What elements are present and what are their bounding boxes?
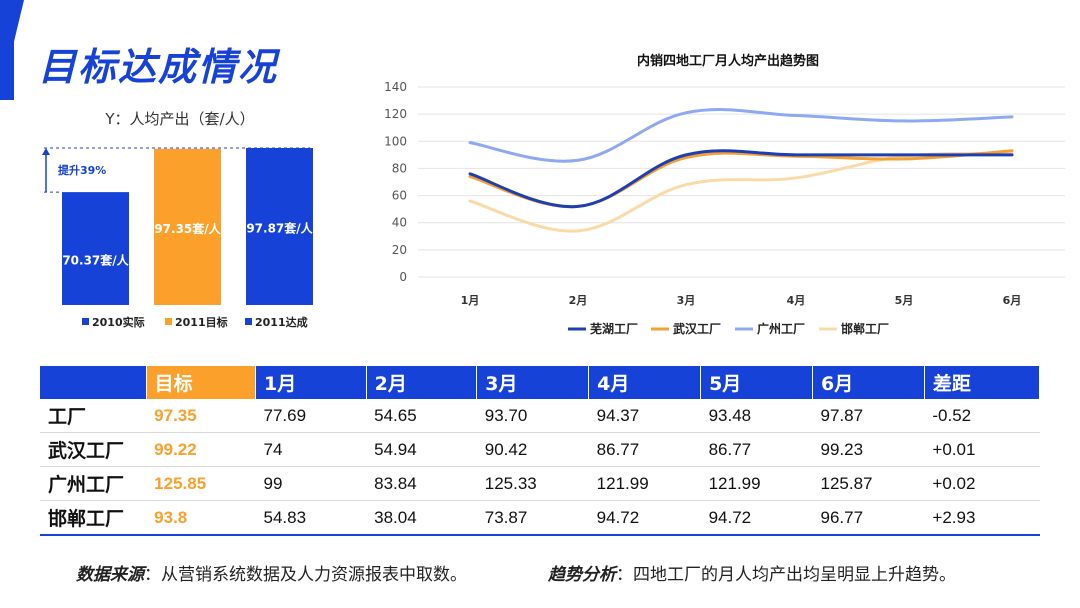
legend-swatch-2 [245, 318, 252, 325]
table-cell: 83.84 [366, 466, 477, 501]
table-header-cell: 4月 [588, 366, 702, 399]
table-cell: 86.77 [588, 432, 701, 467]
table-cell: 93.70 [476, 399, 589, 433]
table-row: 邯郸工厂 93.8 54.83 38.04 73.87 94.72 94.72 96.77 +2… [40, 500, 1040, 536]
annotation-arrow-head [42, 148, 50, 155]
table-header-cell: 2月 [366, 366, 478, 399]
table-cell: +0.01 [924, 432, 1040, 467]
y-tick-label: 40 [392, 216, 407, 230]
y-tick-label: 140 [384, 80, 407, 94]
table-cell: 97.35 [146, 399, 256, 433]
x-tick-label: 1月 [461, 294, 480, 307]
bar-chart: Y：人均产出（套/人） 70.37套/人 97.35套/人 97.87套/人 提升39%… [42, 110, 314, 329]
line-chart: 内销四地工厂月人均产出趋势图 0 20 40 60 80 100 120 140 1月 2月 3月 4月… [384, 53, 1065, 336]
table-cell: 94.37 [588, 399, 701, 433]
table-header-cell: 1月 [255, 366, 367, 399]
footer-analysis: 趋势分析：四地工厂的月人均产出均呈明显上升趋势。 [548, 560, 956, 585]
table-header-cell: 6月 [812, 366, 925, 399]
page-title: 目标达成情况 [38, 45, 279, 89]
bar-value-label: 97.35套/人 [154, 221, 221, 236]
legend-label: 2011目标 [175, 315, 228, 329]
table-cell: 38.04 [366, 500, 477, 536]
table-body: 工厂 97.35 77.69 54.65 93.70 94.37 93.48 97.87 -0.… [40, 399, 1040, 536]
table-cell: 121.99 [700, 466, 813, 501]
table-cell: 99 [255, 466, 367, 501]
table-cell: 74 [255, 432, 367, 467]
bar-chart-ylabel: Y：人均产出（套/人） [104, 110, 254, 128]
table-header-cell [40, 366, 147, 399]
table-cell: 125.87 [812, 466, 925, 501]
table-cell: 90.42 [476, 432, 589, 467]
table-header-cell: 差距 [924, 366, 1041, 399]
table-cell: 97.87 [812, 399, 925, 433]
y-tick-label: 100 [384, 134, 407, 148]
data-table: 目标 1月 2月 3月 4月 5月 6月 差距 工厂 97.35 77.69 54.65 93.70 9… [40, 366, 1041, 536]
table-cell: 54.83 [255, 500, 367, 536]
footer-analysis-text: ：四地工厂的月人均产出均呈明显上升趋势。 [616, 565, 956, 585]
bar-annotation: 提升39% [58, 163, 106, 177]
table-cell: 125.33 [476, 466, 589, 501]
table-cell: 武汉工厂 [40, 432, 147, 467]
bar-value-label: 70.37套/人 [62, 253, 129, 268]
x-tick-label: 6月 [1003, 294, 1022, 307]
table-header-row: 目标 1月 2月 3月 4月 5月 6月 差距 [40, 366, 1041, 399]
table-cell: -0.52 [924, 399, 1040, 433]
table-cell: 广州工厂 [40, 466, 147, 501]
line-legend-label: 武汉工厂 [673, 321, 721, 336]
footer-source: 数据来源：从营销系统数据及人力资源报表中取数。 [76, 560, 467, 585]
table-row: 工厂 97.35 77.69 54.65 93.70 94.37 93.48 97.87 -0.… [40, 399, 1040, 433]
line-legend-label: 芜湖工厂 [590, 321, 638, 336]
series-line-0 [468, 149, 1014, 209]
table-cell: +0.02 [924, 466, 1040, 501]
line-chart-title: 内销四地工厂月人均产出趋势图 [637, 53, 819, 69]
table-cell: 54.65 [366, 399, 477, 433]
x-tick-label: 4月 [787, 294, 806, 307]
y-tick-label: 120 [384, 107, 407, 121]
bar-value-label: 97.87套/人 [246, 221, 313, 236]
legend-label: 2010实际 [92, 315, 145, 329]
y-tick-label: 80 [392, 161, 407, 175]
title-accent-slant [0, 0, 24, 100]
table-cell: 96.77 [812, 500, 925, 536]
y-tick-label: 0 [399, 270, 407, 284]
table-cell: 93.8 [146, 500, 256, 536]
table-cell: 94.72 [588, 500, 701, 536]
bar-0 [62, 192, 129, 305]
table-cell: 73.87 [476, 500, 589, 536]
table-cell: 93.48 [700, 399, 813, 433]
footer-source-text: ：从营销系统数据及人力资源报表中取数。 [144, 565, 467, 585]
table-cell: 54.94 [366, 432, 477, 467]
table-cell: 94.72 [700, 500, 813, 536]
line-legend-label: 广州工厂 [757, 321, 805, 336]
legend-swatch-0 [82, 318, 89, 325]
footer-source-key: 数据来源 [76, 565, 144, 585]
bar-2 [246, 148, 313, 305]
table-cell: 86.77 [700, 432, 813, 467]
table-header-cell: 目标 [146, 366, 256, 399]
x-tick-label: 3月 [677, 294, 696, 307]
table-cell: +2.93 [924, 500, 1040, 536]
x-tick-label: 2月 [569, 294, 588, 307]
series-line-3 [468, 151, 1014, 233]
table-cell: 99.23 [812, 432, 925, 467]
table-cell: 77.69 [255, 399, 367, 433]
table-header-cell: 5月 [700, 366, 813, 399]
footer-analysis-key: 趋势分析 [548, 565, 616, 585]
table-cell: 99.22 [146, 432, 256, 467]
table-cell: 125.85 [146, 466, 256, 501]
bar-1 [154, 148, 221, 305]
x-tick-label: 5月 [895, 294, 914, 307]
y-tick-label: 20 [392, 243, 407, 257]
table-header-cell: 3月 [476, 366, 590, 399]
table-row: 广州工厂 125.85 99 83.84 125.33 121.99 121.99 125.8… [40, 466, 1040, 501]
legend-swatch-1 [165, 318, 172, 325]
table-cell: 邯郸工厂 [40, 500, 147, 536]
table-cell: 工厂 [40, 399, 147, 433]
legend-label: 2011达成 [255, 315, 308, 329]
y-tick-label: 60 [392, 189, 407, 203]
table-row: 武汉工厂 99.22 74 54.94 90.42 86.77 86.77 99.23 +0.0… [40, 432, 1040, 467]
series-line-2 [468, 108, 1014, 163]
table-cell: 121.99 [588, 466, 701, 501]
line-legend-label: 邯郸工厂 [841, 321, 889, 336]
